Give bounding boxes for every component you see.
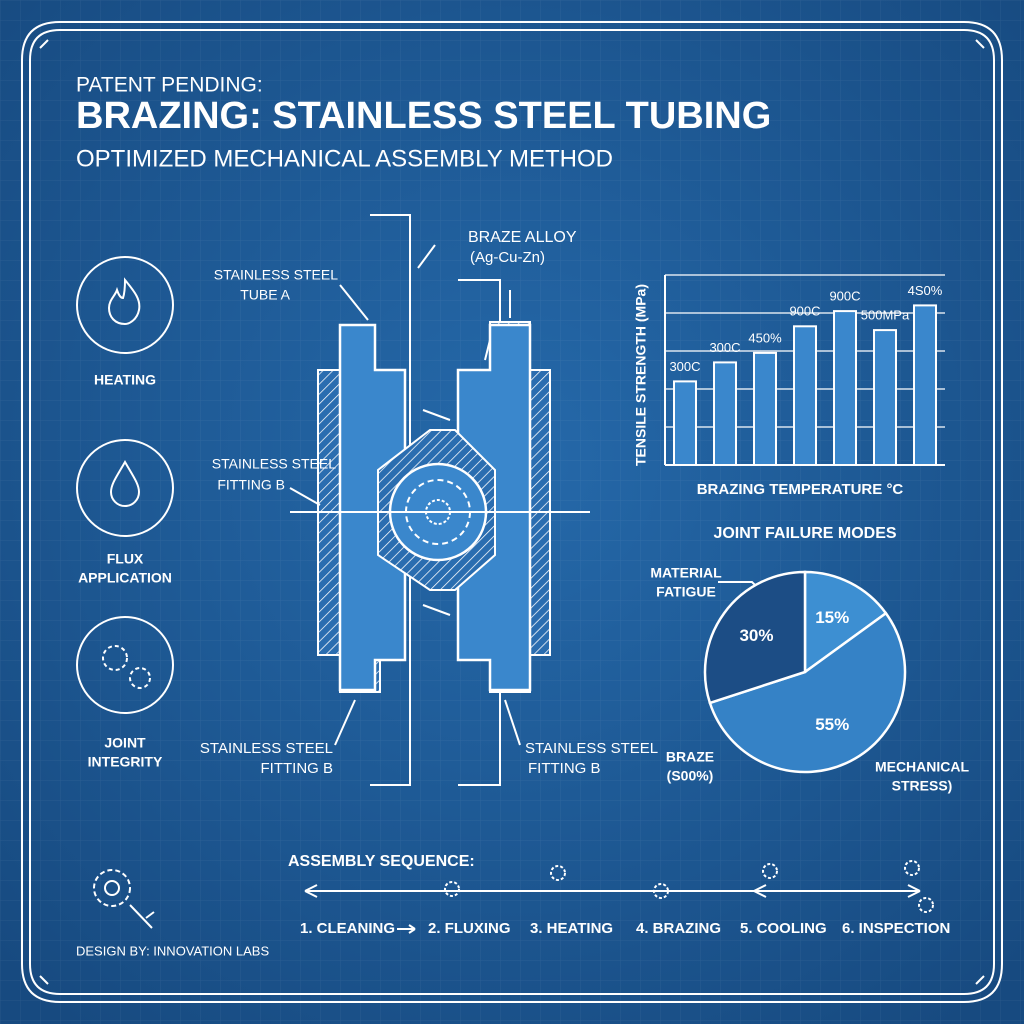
leader-line — [290, 290, 590, 616]
slice-label: 30% — [739, 626, 773, 645]
credit: DESIGN BY: INNOVATION LABS — [76, 943, 269, 958]
footer: DESIGN BY: INNOVATION LABS — [76, 869, 269, 958]
icons: HEATING FLUX APPLICATION JOINT INTEGRITY — [76, 256, 174, 770]
callout: STAINLESS STEEL — [212, 456, 336, 472]
callout: (Ag-Cu-Zn) — [470, 249, 545, 266]
step-label: 2. FLUXING — [428, 920, 511, 937]
kicker: PATENT PENDING: — [76, 74, 263, 97]
bar — [753, 351, 777, 466]
bar-note: 300C — [669, 359, 700, 374]
pie-chart: JOINT FAILURE MODES MATERIAL FATIGUE BRA… — [650, 525, 969, 793]
title: BRAZING: STAINLESS STEEL TUBING — [76, 95, 771, 137]
leader-line — [289, 244, 521, 746]
schematic: BRAZE ALLOY (Ag-Cu-Zn) STAINLESS STEEL T… — [200, 214, 658, 786]
subtitle: OPTIMIZED MECHANICAL ASSEMBLY METHOD — [76, 145, 613, 172]
bar-chart: TENSILE STRENGTH (MPa) BRAZING TEMPERATU… — [633, 274, 945, 498]
callout: BRAZE ALLOY — [468, 229, 577, 246]
callout: STAINLESS STEEL — [214, 267, 338, 283]
bar — [873, 329, 897, 466]
callout: FITTING B — [528, 760, 601, 777]
icon-label: FLUX — [107, 551, 144, 567]
bar-note: 900C — [829, 289, 860, 304]
bar — [833, 310, 857, 466]
bar — [793, 325, 817, 466]
icon-circle — [76, 256, 174, 354]
logo-wrench — [129, 904, 155, 929]
gear-marks — [444, 860, 934, 913]
icon-label: INTEGRITY — [88, 754, 163, 770]
callout: FITTING B — [261, 760, 334, 777]
logo-gear — [104, 880, 120, 896]
icon-label: APPLICATION — [78, 570, 172, 586]
pie-slice — [708, 611, 907, 774]
pie-callout: MATERIAL — [650, 565, 722, 581]
icon-circle — [76, 439, 174, 537]
drop-icon — [109, 459, 141, 507]
tube-a — [338, 323, 407, 692]
flame-icon — [107, 277, 141, 326]
bar-note: 900C — [789, 304, 820, 319]
icon-label: HEATING — [94, 372, 156, 388]
bar-note: 4S0% — [908, 283, 943, 298]
bar-note: 300C — [709, 340, 740, 355]
step-label: 5. COOLING — [740, 920, 827, 937]
bar — [913, 304, 937, 466]
gear-icon — [129, 667, 151, 689]
y-axis-label: TENSILE STRENGTH (MPa) — [633, 284, 649, 466]
pie-callout: BRAZE — [666, 749, 714, 765]
x-axis-label: BRAZING TEMPERATURE °C — [697, 481, 904, 498]
icon-label: JOINT — [104, 735, 146, 751]
callout: STAINLESS STEEL — [200, 740, 333, 757]
callout: FITTING B — [217, 477, 285, 493]
gear-icon — [102, 645, 128, 671]
pie-slice — [703, 570, 807, 705]
step-arrow — [397, 924, 416, 934]
sequence-title: ASSEMBLY SEQUENCE: — [288, 853, 475, 870]
callout: TUBE A — [240, 287, 290, 303]
timeline-arrow — [304, 884, 921, 898]
step-label: 4. BRAZING — [636, 920, 721, 937]
step-label: 3. HEATING — [530, 920, 613, 937]
bar-note: 450% — [748, 330, 782, 345]
step-label: 1. CLEANING — [300, 920, 395, 937]
pie-callout: FATIGUE — [656, 584, 716, 600]
step-label: 6. INSPECTION — [842, 920, 950, 937]
assembly-sequence: ASSEMBLY SEQUENCE: 1. CLEANING 2. FLUXING… — [288, 853, 950, 937]
bar — [713, 361, 737, 466]
callout: STAINLESS STEEL — [525, 740, 658, 757]
logo-gear — [93, 869, 131, 907]
pie-callout: (S00%) — [667, 768, 714, 784]
pie-title: JOINT FAILURE MODES — [713, 525, 896, 542]
frame — [21, 21, 1003, 1003]
icon-circle — [76, 616, 174, 714]
slice-label: 55% — [815, 715, 849, 734]
pie-callout: MECHANICAL — [875, 759, 970, 775]
pie-slice — [803, 570, 888, 675]
bar-note: 500MPa — [861, 308, 910, 323]
slice-label: 15% — [815, 608, 849, 627]
bar — [673, 380, 697, 466]
pie-callout: STRESS) — [892, 778, 953, 794]
